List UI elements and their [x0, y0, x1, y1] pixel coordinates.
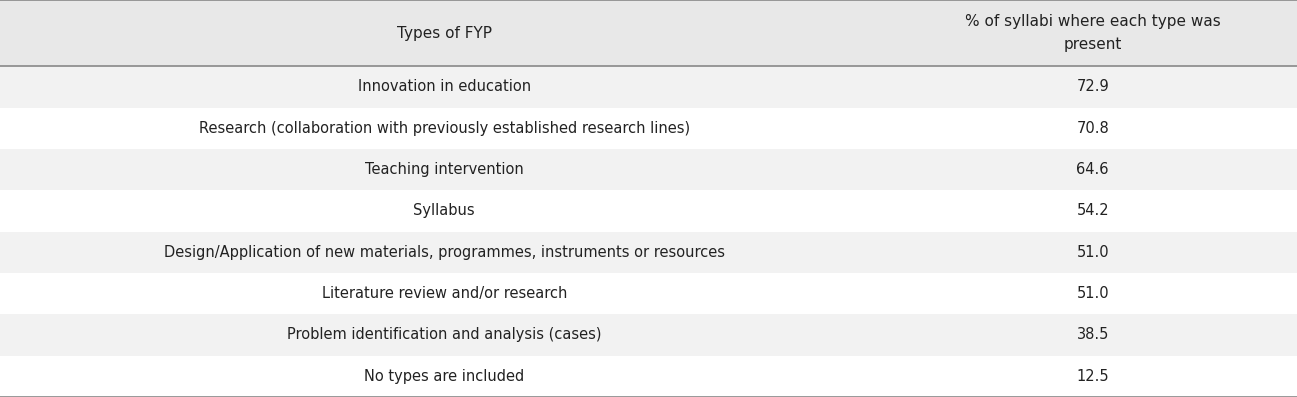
Text: 72.9: 72.9 [1077, 79, 1109, 94]
FancyBboxPatch shape [0, 108, 1297, 149]
Text: 38.5: 38.5 [1077, 328, 1109, 343]
Text: Innovation in education: Innovation in education [358, 79, 530, 94]
Text: Teaching intervention: Teaching intervention [364, 162, 524, 177]
Text: Types of FYP: Types of FYP [397, 25, 492, 40]
Text: % of syllabi where each type was
present: % of syllabi where each type was present [965, 14, 1220, 52]
Text: 64.6: 64.6 [1077, 162, 1109, 177]
Text: 12.5: 12.5 [1077, 369, 1109, 384]
FancyBboxPatch shape [0, 0, 1297, 66]
FancyBboxPatch shape [0, 190, 1297, 231]
Text: 54.2: 54.2 [1077, 203, 1109, 218]
FancyBboxPatch shape [0, 66, 1297, 108]
FancyBboxPatch shape [0, 231, 1297, 273]
Text: 70.8: 70.8 [1077, 121, 1109, 136]
Text: Problem identification and analysis (cases): Problem identification and analysis (cas… [287, 328, 602, 343]
Text: 51.0: 51.0 [1077, 245, 1109, 260]
Text: Literature review and/or research: Literature review and/or research [322, 286, 567, 301]
FancyBboxPatch shape [0, 149, 1297, 190]
FancyBboxPatch shape [0, 356, 1297, 397]
Text: Research (collaboration with previously established research lines): Research (collaboration with previously … [198, 121, 690, 136]
Text: 51.0: 51.0 [1077, 286, 1109, 301]
FancyBboxPatch shape [0, 273, 1297, 314]
Text: Syllabus: Syllabus [414, 203, 475, 218]
Text: Design/Application of new materials, programmes, instruments or resources: Design/Application of new materials, pro… [163, 245, 725, 260]
FancyBboxPatch shape [0, 314, 1297, 356]
Text: No types are included: No types are included [364, 369, 524, 384]
